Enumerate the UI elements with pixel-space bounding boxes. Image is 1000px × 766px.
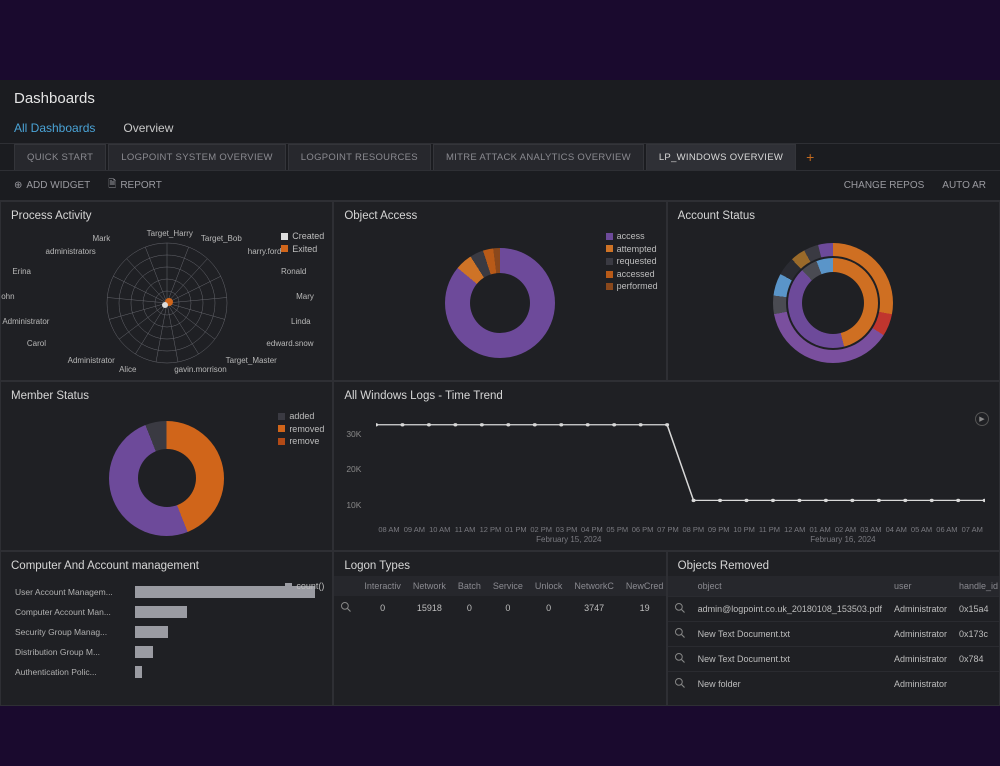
nav-all-dashboards[interactable]: All Dashboards (14, 121, 95, 135)
donut-object-access (445, 248, 555, 358)
report-button[interactable]: 🗎 REPORT (108, 177, 162, 194)
nav-overview[interactable]: Overview (123, 121, 173, 135)
page-header: Dashboards (0, 80, 1000, 111)
widget-logon-types: Logon Types InteractivNetworkBatchServic… (333, 551, 666, 706)
widget-title: All Windows Logs - Time Trend (334, 382, 999, 406)
add-tab-button[interactable]: + (806, 149, 814, 165)
widget-title: Logon Types (334, 552, 665, 576)
widget-title: Object Access (334, 202, 665, 226)
radar-axis-label: edward.snow (266, 339, 313, 348)
dashboard-nav: All Dashboards Overview (0, 111, 1000, 143)
radar-axis-label: Linda (291, 317, 311, 326)
radar-axis-label: Erina (12, 267, 31, 276)
tab-windows-overview[interactable]: LP_WINDOWS OVERVIEW (646, 144, 796, 170)
tab-system-overview[interactable]: LOGPOINT SYSTEM OVERVIEW (108, 144, 286, 170)
radar-axis-label: Administrator (2, 317, 49, 326)
table-objects-removed: objectuserhandle_id admin@logpoint.co.uk… (668, 576, 1000, 696)
widget-title: Member Status (1, 382, 332, 406)
auto-arrange-button[interactable]: AUTO AR (942, 180, 986, 191)
donut-member-status (109, 421, 224, 536)
page-title: Dashboards (14, 90, 986, 107)
line-chart: ▶ 30K 20K 10K 08 AM09 AM10 AM11 AM12 PM0… (340, 410, 993, 546)
widget-object-access: Object Access accessattemptedrequestedac… (333, 201, 666, 381)
radar-axis-label: administrators (46, 247, 96, 256)
legend-object-access: accessattemptedrequestedaccessedperforme… (606, 230, 658, 293)
radar-axis-label: Administrator (68, 356, 115, 365)
dashboard-tabs: QUICK START LOGPOINT SYSTEM OVERVIEW LOG… (0, 143, 1000, 170)
search-icon[interactable] (674, 631, 686, 641)
search-icon[interactable] (674, 656, 686, 666)
widget-grid: Process Activity Created Exited Targ (0, 201, 1000, 706)
widget-title: Computer And Account management (1, 552, 332, 576)
widget-title: Process Activity (1, 202, 332, 226)
document-icon-small: 🗎 (108, 177, 116, 194)
hbar-chart: User Account Managem... Computer Account … (7, 580, 326, 680)
legend-member-status: addedremovedremove (278, 410, 324, 448)
widget-process-activity: Process Activity Created Exited Targ (0, 201, 333, 381)
radar-axis-label: gavin.morrison (174, 365, 226, 374)
tab-mitre-attack[interactable]: MITRE ATTACK ANALYTICS OVERVIEW (433, 144, 644, 170)
legend-computer-mgmt: count() (285, 580, 324, 593)
tab-quick-start[interactable]: QUICK START (14, 144, 106, 170)
widget-title: Account Status (668, 202, 999, 226)
widget-objects-removed: Objects Removed objectuserhandle_id admi… (667, 551, 1000, 706)
search-icon[interactable] (674, 681, 686, 691)
play-icon[interactable]: ▶ (975, 412, 989, 426)
widget-title: Objects Removed (668, 552, 999, 576)
table-row[interactable]: admin@logpoint.co.uk_20180108_153503.pdf… (668, 597, 1000, 622)
radar-axis-label: John (0, 292, 15, 301)
hbar-row: User Account Managem... (15, 584, 326, 600)
add-widget-button[interactable]: ⊕ ADD WIDGET (14, 180, 90, 191)
radar-axis-label: harry.ford (248, 247, 282, 256)
hbar-row: Computer Account Man... (15, 604, 326, 620)
table-row: 01591800037471917220 (334, 596, 666, 620)
radar-axis-label: Ronald (281, 267, 306, 276)
plus-circle-icon: ⊕ (14, 180, 22, 191)
table-row[interactable]: New Text Document.txtAdministrator0x173c (668, 622, 1000, 647)
radar-axis-label: Carol (27, 339, 46, 348)
radar-axis-label: Target_Bob (201, 234, 242, 243)
widget-computer-mgmt: Computer And Account management count() … (0, 551, 333, 706)
hbar-row: Authentication Polic... (15, 664, 326, 680)
radar-axis-label: Mark (92, 234, 110, 243)
widget-member-status: Member Status addedremovedremove (0, 381, 333, 551)
tab-logpoint-resources[interactable]: LOGPOINT RESOURCES (288, 144, 431, 170)
widget-time-trend: All Windows Logs - Time Trend ▶ 30K 20K … (333, 381, 1000, 551)
table-row[interactable]: New folderAdministrator (668, 672, 1000, 697)
hbar-row: Security Group Manag... (15, 624, 326, 640)
table-row[interactable]: New Text Document.txtAdministrator0x784 (668, 647, 1000, 672)
change-repos-button[interactable]: CHANGE REPOS (844, 180, 925, 191)
table-logon-types: InteractivNetworkBatchServiceUnlockNetwo… (334, 576, 666, 620)
widget-toolbar: ⊕ ADD WIDGET 🗎 REPORT CHANGE REPOS AUTO … (0, 170, 1000, 201)
dashboard-window: Dashboards All Dashboards Overview QUICK… (0, 80, 1000, 706)
radar-axis-label: Alice (119, 365, 136, 374)
radar-axis-label: Mary (296, 292, 314, 301)
radar-axis-label: Target_Master (226, 356, 277, 365)
search-icon[interactable] (674, 606, 686, 616)
widget-account-status: Account Status (667, 201, 1000, 381)
hbar-row: Distribution Group M... (15, 644, 326, 660)
radar-chart: Target_Harry Target_Bob harry.ford Ronald Ma… (7, 230, 326, 376)
search-icon[interactable] (340, 605, 352, 615)
radar-axis-label: Target_Harry (147, 229, 193, 238)
donut-account-status (773, 243, 893, 363)
